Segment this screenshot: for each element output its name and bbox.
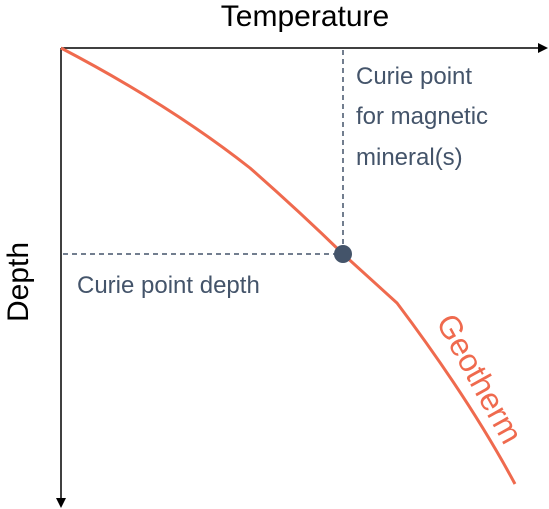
curie-point-label: Curie point <box>356 63 472 90</box>
geotherm-curve <box>60 46 517 485</box>
x-axis-label: Temperature <box>221 0 389 33</box>
curie-point <box>334 245 352 263</box>
curie-depth-label: Curie point depth <box>77 272 260 299</box>
curie-point-label: for magnetic <box>356 103 488 130</box>
geotherm-label: Geotherm <box>429 308 529 450</box>
curie-point-label: mineral(s) <box>356 144 463 171</box>
y-axis-label: Depth <box>2 242 35 322</box>
